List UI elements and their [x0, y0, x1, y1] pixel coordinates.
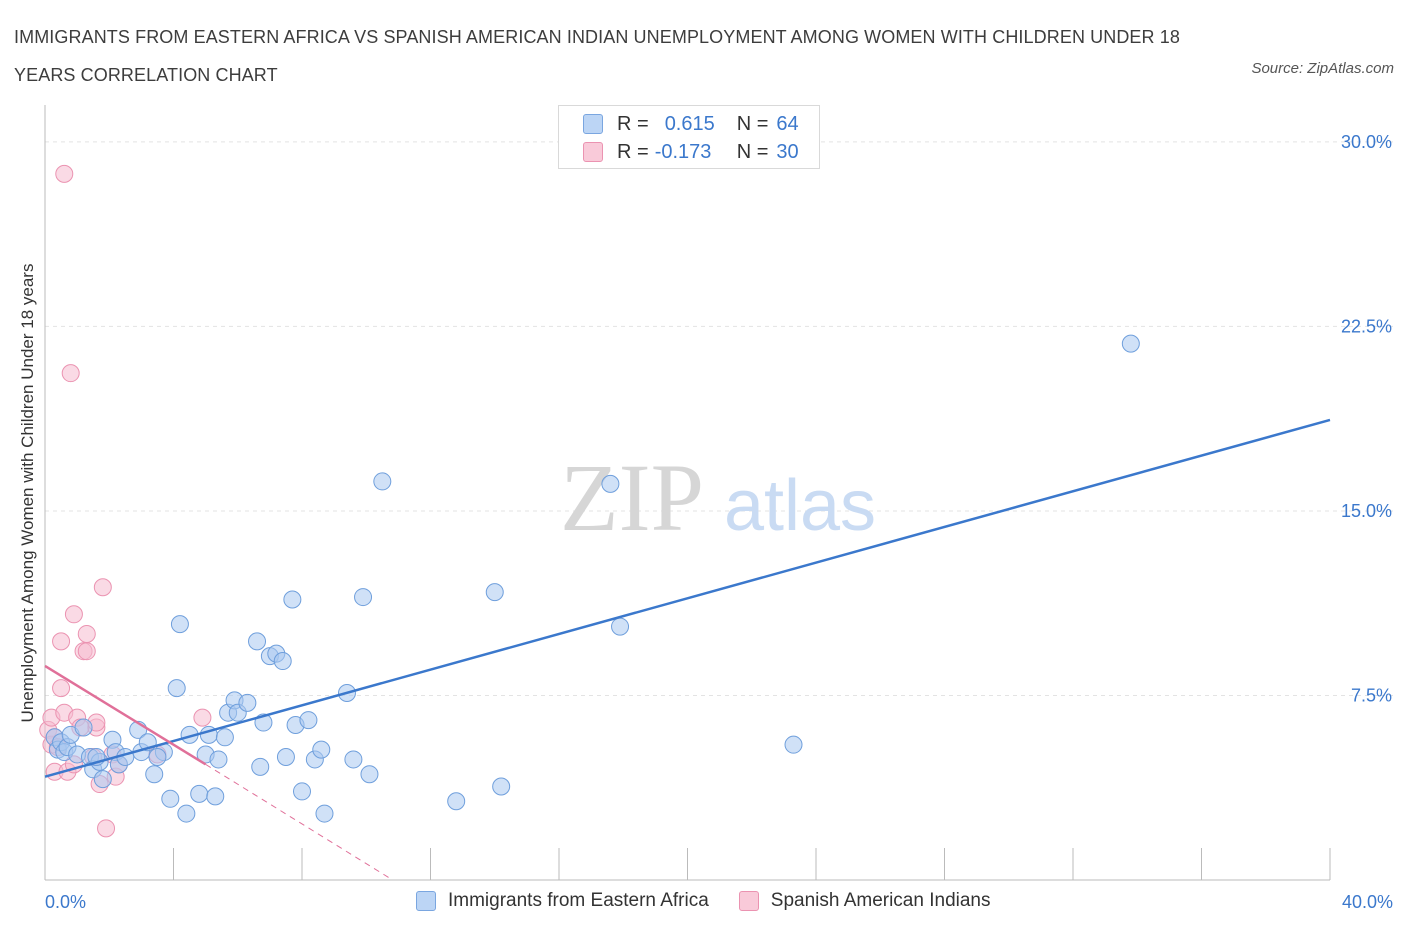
data-point	[485, 583, 504, 602]
data-point	[354, 588, 373, 607]
data-point	[611, 617, 630, 636]
legend-row-blue: R = 0.615 N = 64	[583, 110, 799, 138]
data-point	[209, 750, 228, 769]
blue-swatch	[416, 891, 436, 911]
legend-item-spanish-american-indians: Spanish American Indians	[738, 890, 991, 912]
data-point	[601, 474, 620, 493]
data-point	[283, 590, 302, 609]
pink-swatch	[738, 891, 759, 911]
correlation-legend: R = 0.615 N = 64 R = -0.173 N = 30	[558, 105, 820, 169]
grid-lines	[45, 141, 1395, 696]
data-point	[373, 472, 392, 491]
r-label: R =	[617, 112, 649, 135]
y-tick-label: 22.5%	[1341, 316, 1392, 336]
data-point	[77, 642, 96, 661]
data-point	[492, 777, 511, 796]
blue-swatch	[583, 114, 603, 134]
data-point	[1121, 334, 1140, 353]
trend-line-pink	[44, 664, 207, 766]
data-point	[93, 578, 112, 597]
r-value: -0.173	[654, 140, 712, 163]
data-point	[161, 789, 180, 808]
data-point	[299, 711, 318, 730]
chart-title: IMMIGRANTS FROM EASTERN AFRICA VS SPANIS…	[14, 27, 1180, 85]
y-tick-label: 15.0%	[1341, 501, 1392, 521]
data-point	[74, 718, 93, 737]
data-point	[64, 605, 83, 624]
data-point	[293, 782, 311, 801]
legend-label: Spanish American Indians	[770, 890, 991, 911]
data-point	[315, 804, 334, 823]
data-point	[238, 693, 257, 712]
data-point	[193, 708, 212, 727]
data-point	[167, 679, 186, 698]
trend-line-pink-extension	[205, 763, 390, 878]
watermark-zip: ZIP	[560, 444, 704, 551]
y-axis-label: Unemployment Among Women with Children U…	[18, 264, 37, 723]
data-point	[97, 819, 116, 838]
y-tick-label: 30.0%	[1341, 132, 1392, 152]
data-point	[215, 728, 234, 747]
data-point	[148, 747, 167, 766]
legend-label: Immigrants from Eastern Africa	[448, 890, 709, 911]
y-tick-label: 7.5%	[1351, 685, 1392, 705]
legend-item-eastern-africa: Immigrants from Eastern Africa	[416, 890, 709, 912]
watermark-atlas: atlas	[724, 466, 876, 546]
data-point	[52, 679, 71, 698]
data-point	[206, 787, 225, 806]
n-label: N =	[736, 140, 769, 163]
trend-lines	[44, 418, 1331, 878]
source-label: Source: ZipAtlas.com	[1251, 60, 1394, 77]
pink-swatch	[583, 142, 603, 162]
data-point	[55, 164, 74, 183]
data-point	[447, 792, 466, 811]
data-point	[276, 747, 295, 766]
legend-row-pink: R = -0.173 N = 30	[583, 138, 799, 166]
data-point	[52, 632, 71, 651]
data-point	[251, 757, 270, 776]
data-point	[177, 804, 196, 823]
data-point	[93, 770, 112, 789]
n-value: 30	[776, 140, 799, 163]
series-immigrants-eastern-africa	[45, 334, 1140, 823]
data-point	[273, 652, 292, 671]
data-point	[61, 364, 80, 383]
data-point	[190, 784, 209, 803]
trend-line-blue	[44, 418, 1331, 778]
series-legend: Immigrants from Eastern Africa Spanish A…	[416, 890, 1020, 912]
data-point	[312, 740, 331, 759]
data-point	[344, 750, 363, 769]
x-tick-label: 40.0%	[1342, 892, 1393, 912]
x-tick-labels: 0.0% 40.0%	[45, 892, 1393, 912]
data-point	[360, 765, 379, 784]
data-point	[248, 632, 267, 651]
data-point	[170, 615, 189, 634]
data-point	[145, 765, 164, 784]
data-point	[77, 624, 96, 643]
data-point	[784, 735, 803, 754]
r-value: 0.615	[664, 112, 715, 135]
x-tick-label: 0.0%	[45, 892, 86, 912]
y-tick-labels: 7.5% 15.0% 22.5% 30.0%	[1341, 132, 1392, 706]
n-value: 64	[776, 112, 799, 135]
n-label: N =	[736, 112, 769, 135]
r-label: R =	[617, 140, 649, 163]
